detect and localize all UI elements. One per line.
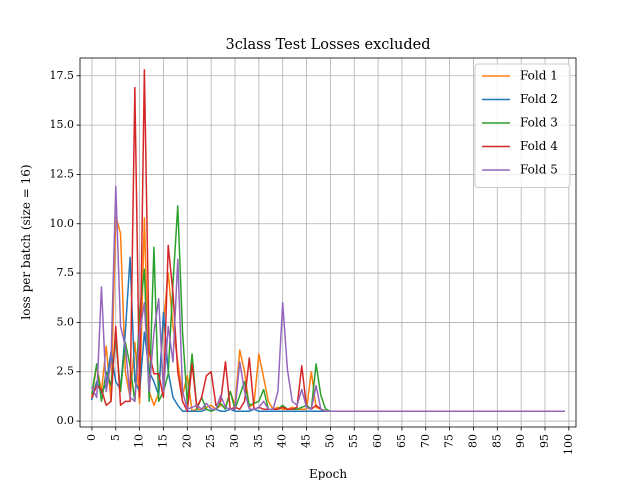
y-tick-label: 0.0 xyxy=(57,414,75,427)
y-axis-label: loss per batch (size = 16) xyxy=(19,164,33,319)
legend-label-fold-4: Fold 4 xyxy=(520,139,558,153)
x-tick-label: 55 xyxy=(347,434,360,448)
x-tick-label: 30 xyxy=(228,434,241,448)
x-tick-label: 50 xyxy=(323,434,336,448)
x-tick-label: 80 xyxy=(466,434,479,448)
x-tick-label: 70 xyxy=(419,434,432,448)
y-axis-ticks: 0.0 2.5 5.0 7.5 10.0 12.5 15.0 17.5 xyxy=(50,69,80,427)
legend-label-fold-3: Fold 3 xyxy=(520,116,558,130)
plot-frame xyxy=(79,57,577,428)
x-tick-label: 15 xyxy=(156,434,169,448)
y-tick-label: 12.5 xyxy=(50,167,75,180)
x-tick-label: 5 xyxy=(109,434,122,441)
x-tick-label: 95 xyxy=(538,434,551,448)
y-tick-label: 17.5 xyxy=(50,69,75,82)
series-lines xyxy=(90,69,565,412)
x-tick-label: 25 xyxy=(204,434,217,448)
x-tick-label: 40 xyxy=(276,434,289,448)
x-tick-label: 65 xyxy=(395,434,408,448)
y-tick-label: 10.0 xyxy=(50,217,75,230)
y-tick-label: 2.5 xyxy=(57,365,75,378)
chart-title: 3class Test Losses excluded xyxy=(226,37,431,53)
legend: Fold 1 Fold 2 Fold 3 Fold 4 Fold 5 xyxy=(474,63,571,188)
x-tick-label: 100 xyxy=(562,434,575,455)
x-axis-ticks: 0 5 10 15 20 25 30 35 40 45 50 55 60 65 70 75 80 85 90 95 10… xyxy=(85,427,575,455)
x-tick-label: 20 xyxy=(180,434,193,448)
y-tick-label: 5.0 xyxy=(57,315,75,328)
x-tick-label: 75 xyxy=(443,434,456,448)
x-tick-label: 35 xyxy=(252,434,265,448)
x-tick-label: 10 xyxy=(133,434,146,448)
x-tick-label: 60 xyxy=(371,434,384,448)
legend-label-fold-1: Fold 1 xyxy=(520,69,558,83)
legend-label-fold-5: Fold 5 xyxy=(520,163,558,177)
x-tick-label: 45 xyxy=(300,434,313,448)
legend-label-fold-2: Fold 2 xyxy=(520,92,558,106)
legend-box xyxy=(474,63,571,188)
x-tick-label: 0 xyxy=(85,434,98,441)
grid-lines xyxy=(80,58,576,427)
series-line-fold-5 xyxy=(90,185,565,412)
y-tick-label: 7.5 xyxy=(57,266,75,279)
x-axis-label: Epoch xyxy=(309,467,347,480)
x-tick-label: 85 xyxy=(490,434,503,448)
y-tick-label: 15.0 xyxy=(50,118,75,131)
x-tick-label: 90 xyxy=(514,434,527,448)
